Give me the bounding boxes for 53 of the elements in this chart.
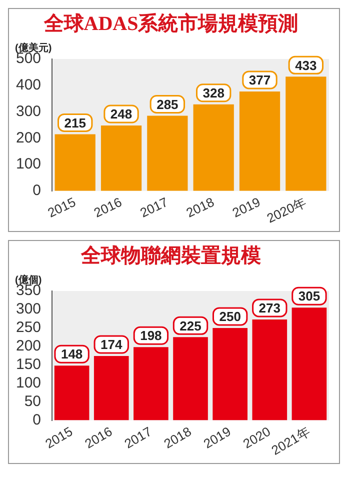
bar <box>94 356 129 420</box>
data-label: 198 <box>140 328 162 344</box>
x-tick-label: 2015 <box>42 424 76 452</box>
y-tick-label: 100 <box>16 156 42 173</box>
bar <box>100 125 142 191</box>
data-label: 250 <box>219 309 241 324</box>
data-label: 225 <box>180 318 202 334</box>
chart-title: 全球物聯網裝置規模 <box>80 245 261 268</box>
y-tick-label: 100 <box>16 374 42 392</box>
data-label: 433 <box>295 58 317 73</box>
data-label: 305 <box>298 288 320 304</box>
x-tick-label: 2017 <box>138 194 170 220</box>
x-tick-label: 2018 <box>161 424 194 452</box>
y-tick-label: 300 <box>16 300 42 318</box>
data-label: 174 <box>100 337 123 352</box>
data-label: 148 <box>60 346 83 362</box>
bar <box>54 134 96 191</box>
y-tick-label: 200 <box>16 338 42 355</box>
bar <box>292 308 327 420</box>
y-tick-label: 200 <box>16 129 42 146</box>
y-axis-title: (億美元) <box>15 42 52 54</box>
y-tick-label: 0 <box>32 411 42 428</box>
bar <box>193 104 234 191</box>
bar <box>239 91 280 191</box>
y-tick-label: 0 <box>32 182 42 200</box>
x-tick-label: 2019 <box>230 194 263 220</box>
bar <box>54 366 90 420</box>
x-tick-label: 2018 <box>184 194 216 220</box>
x-tick-label: 2016 <box>82 424 115 452</box>
data-label: 328 <box>202 85 224 100</box>
y-tick-label: 250 <box>16 319 42 336</box>
x-tick-label: 2020年 <box>264 194 309 226</box>
chart-title: 全球ADAS系統市場規模預測 <box>42 12 298 36</box>
x-tick-label: 2015 <box>45 194 78 220</box>
bar <box>173 337 208 420</box>
data-label: 215 <box>64 115 86 130</box>
y-tick-label: 150 <box>16 356 42 374</box>
data-label: 377 <box>248 72 271 88</box>
bar <box>134 347 168 420</box>
bar <box>252 319 288 420</box>
data-label: 285 <box>156 96 178 112</box>
y-tick-label: 400 <box>16 76 42 94</box>
y-tick-label: 300 <box>16 102 42 120</box>
x-tick-label: 2019 <box>200 424 234 452</box>
x-tick-label: 2017 <box>122 424 154 452</box>
bar <box>286 76 326 191</box>
y-tick-label: 50 <box>24 392 42 410</box>
bar <box>212 328 248 420</box>
bar <box>147 116 188 191</box>
y-axis-title: (億個) <box>15 274 42 286</box>
data-label: 248 <box>110 106 132 122</box>
x-tick-label: 2016 <box>92 194 124 220</box>
data-label: 273 <box>258 300 280 316</box>
